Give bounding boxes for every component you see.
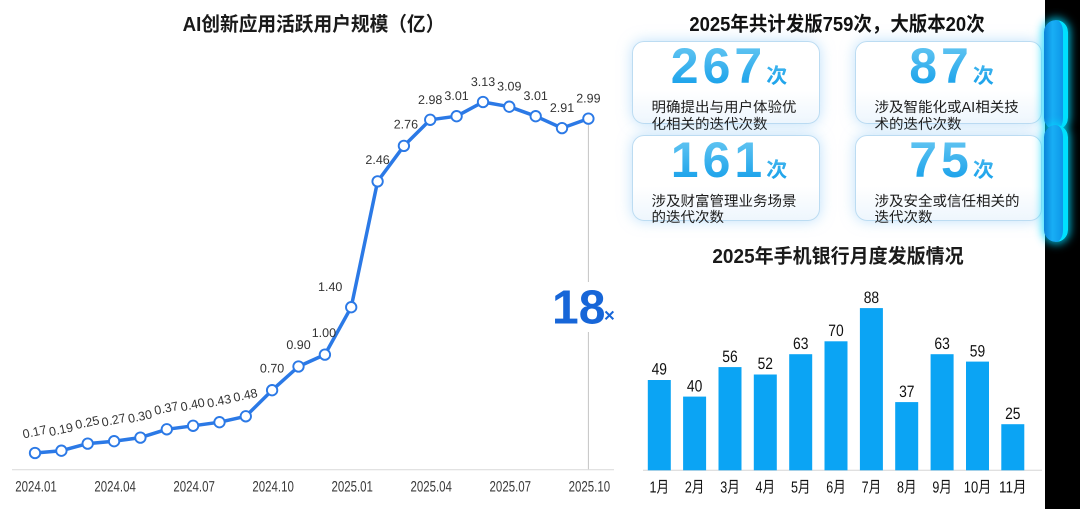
svg-text:0.48: 0.48 bbox=[232, 386, 259, 405]
svg-text:2024.07: 2024.07 bbox=[173, 478, 215, 495]
svg-text:4月: 4月 bbox=[756, 479, 776, 496]
svg-text:0.70: 0.70 bbox=[260, 362, 284, 376]
svg-text:25: 25 bbox=[1005, 405, 1020, 423]
svg-text:0.43: 0.43 bbox=[206, 392, 233, 411]
svg-text:5月: 5月 bbox=[791, 479, 811, 496]
svg-text:63: 63 bbox=[934, 335, 949, 353]
svg-text:2025.07: 2025.07 bbox=[490, 478, 532, 495]
svg-text:×: × bbox=[604, 305, 615, 326]
svg-text:10月: 10月 bbox=[964, 479, 992, 496]
svg-text:2.76: 2.76 bbox=[394, 117, 418, 131]
svg-text:37: 37 bbox=[899, 383, 914, 401]
svg-text:1月: 1月 bbox=[650, 479, 670, 496]
svg-text:2.91: 2.91 bbox=[550, 101, 574, 115]
svg-text:2024.10: 2024.10 bbox=[252, 478, 294, 495]
svg-text:2025.01: 2025.01 bbox=[331, 478, 373, 495]
svg-text:11月: 11月 bbox=[999, 479, 1027, 496]
svg-text:49: 49 bbox=[652, 361, 667, 379]
svg-text:3.09: 3.09 bbox=[497, 80, 521, 94]
svg-text:2024.04: 2024.04 bbox=[94, 478, 136, 495]
svg-text:0.90: 0.90 bbox=[286, 338, 310, 352]
svg-text:2.99: 2.99 bbox=[576, 92, 600, 106]
svg-text:2.46: 2.46 bbox=[365, 153, 389, 167]
svg-text:0.19: 0.19 bbox=[48, 420, 75, 439]
svg-text:40: 40 bbox=[687, 377, 702, 395]
svg-text:9月: 9月 bbox=[932, 479, 952, 496]
svg-text:3.01: 3.01 bbox=[444, 89, 468, 103]
svg-text:3.13: 3.13 bbox=[471, 75, 495, 89]
svg-text:2.98: 2.98 bbox=[418, 93, 442, 107]
svg-text:2025.10: 2025.10 bbox=[569, 478, 611, 495]
svg-text:1.40: 1.40 bbox=[318, 280, 342, 294]
svg-text:0.27: 0.27 bbox=[100, 411, 127, 430]
svg-text:8月: 8月 bbox=[897, 479, 917, 496]
svg-text:56: 56 bbox=[722, 348, 737, 366]
svg-text:2月: 2月 bbox=[685, 479, 705, 496]
svg-text:3月: 3月 bbox=[720, 479, 740, 496]
svg-text:18: 18 bbox=[552, 282, 605, 335]
svg-text:0.25: 0.25 bbox=[74, 413, 101, 432]
svg-text:59: 59 bbox=[970, 342, 985, 360]
svg-text:1.00: 1.00 bbox=[312, 326, 336, 340]
svg-text:52: 52 bbox=[758, 355, 773, 373]
svg-text:3.01: 3.01 bbox=[524, 89, 548, 103]
svg-text:2025.04: 2025.04 bbox=[410, 478, 452, 495]
svg-text:0.40: 0.40 bbox=[179, 396, 206, 415]
svg-text:6月: 6月 bbox=[826, 479, 846, 496]
svg-text:70: 70 bbox=[828, 322, 843, 340]
svg-text:0.17: 0.17 bbox=[21, 423, 48, 442]
svg-text:0.37: 0.37 bbox=[153, 399, 180, 418]
svg-text:7月: 7月 bbox=[862, 479, 882, 496]
svg-text:88: 88 bbox=[864, 289, 879, 307]
svg-text:63: 63 bbox=[793, 335, 808, 353]
svg-text:2024.01: 2024.01 bbox=[15, 478, 57, 495]
svg-text:0.30: 0.30 bbox=[127, 407, 154, 426]
